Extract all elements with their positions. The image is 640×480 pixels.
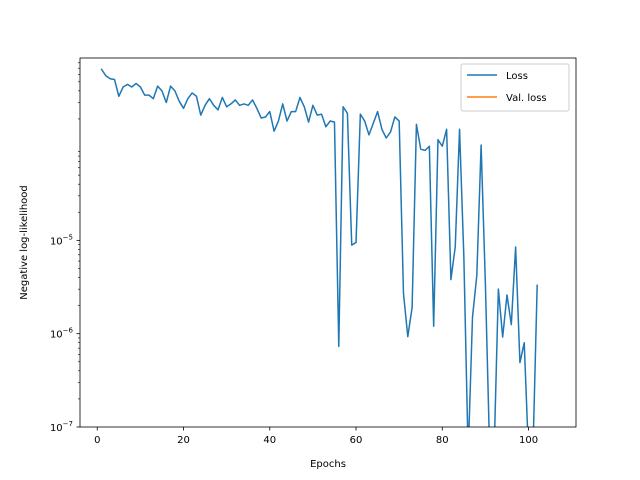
x-tick-label: 0 bbox=[94, 435, 100, 446]
series-layer bbox=[100, 68, 538, 427]
x-tick-label: 60 bbox=[350, 435, 363, 446]
legend-label-val-loss: Val. loss bbox=[506, 93, 547, 104]
x-tick-label: 20 bbox=[177, 435, 190, 446]
plot-frame bbox=[79, 57, 577, 428]
y-tick-label: 10−7 bbox=[50, 420, 73, 434]
series-line-loss bbox=[100, 68, 538, 427]
x-tick-label: 80 bbox=[436, 435, 449, 446]
x-axis-label: Epochs bbox=[310, 459, 346, 470]
legend: Loss Val. loss bbox=[460, 63, 570, 112]
y-axis: 10−7 10−6 10−5 bbox=[50, 62, 80, 434]
legend-label-loss: Loss bbox=[506, 71, 528, 82]
x-axis: 0 20 40 60 80 100 bbox=[94, 427, 538, 446]
x-tick-label: 100 bbox=[519, 435, 538, 446]
y-axis-label: Negative log-likelihood bbox=[19, 185, 30, 300]
y-tick-label: 10−5 bbox=[50, 233, 73, 247]
x-tick-label: 40 bbox=[263, 435, 276, 446]
y-tick-label: 10−6 bbox=[50, 327, 74, 341]
